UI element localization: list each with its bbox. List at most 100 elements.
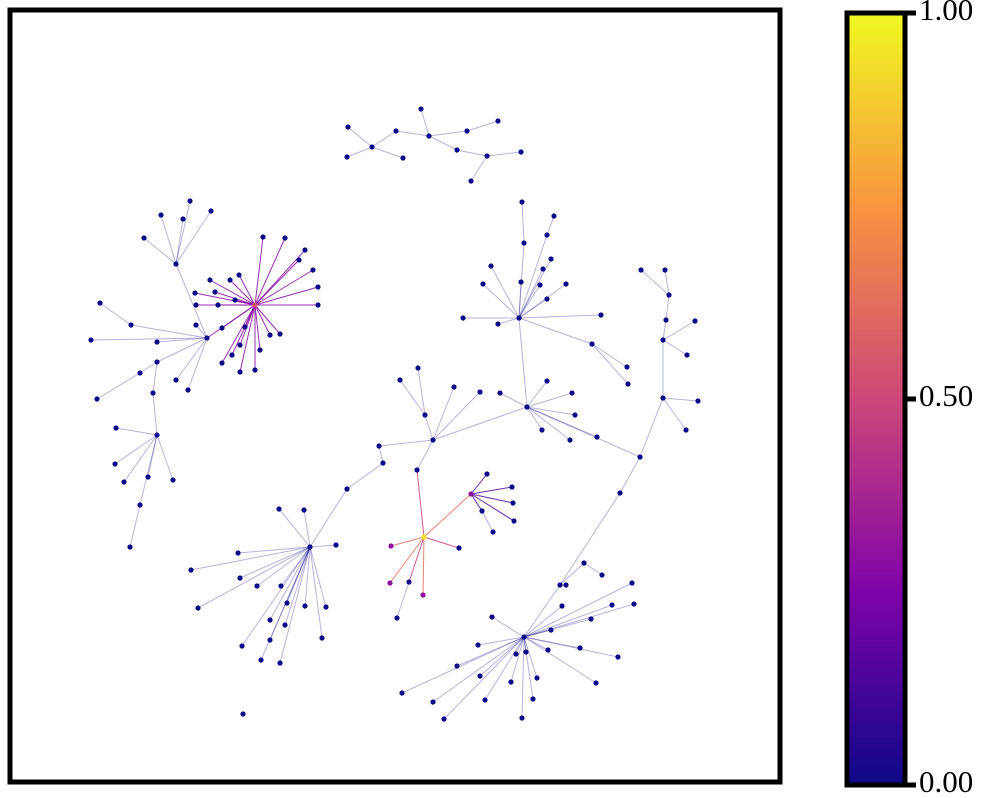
node [563,582,569,588]
node [137,502,143,508]
edge [417,367,426,416]
node [88,337,94,343]
node [195,605,201,611]
node [660,337,666,343]
edge [526,406,543,431]
edge [160,214,177,265]
node [666,292,672,298]
node [660,395,666,401]
edge [280,546,311,587]
edge [515,636,525,655]
node [629,580,635,586]
node [267,637,273,643]
edge [518,284,541,319]
node [219,325,225,331]
edge [499,392,528,408]
node [663,317,669,323]
edge [477,636,525,646]
edge [432,386,455,441]
edge [422,536,425,596]
edge [390,536,425,547]
edge [456,149,488,157]
edge [99,302,132,326]
node [509,484,515,490]
node [207,277,213,283]
node [421,534,427,540]
node [430,699,436,705]
edge [518,317,593,345]
edge [523,629,552,638]
node [227,277,233,283]
node [662,267,668,273]
edge [526,392,573,408]
edge [523,636,549,651]
edge [518,234,548,319]
edge [254,259,300,306]
node [599,572,605,578]
node [572,412,578,418]
edge [518,281,522,319]
node [637,454,643,460]
node [154,432,160,438]
node [490,529,496,535]
tick-label: 0.00 [919,764,973,798]
node [544,378,550,384]
node [695,398,701,404]
node [545,647,551,653]
edge [378,445,384,464]
node [521,240,527,246]
node [277,660,283,666]
edge [523,636,538,679]
edge [443,636,525,720]
edge [254,304,281,335]
node [192,290,198,296]
edge [662,339,688,356]
edge [278,508,311,548]
node [484,153,490,159]
node [242,324,248,330]
node [387,580,393,586]
edge [389,536,425,584]
node [344,486,350,492]
node [477,389,483,395]
edge [129,504,141,548]
node [315,284,321,290]
node [624,364,630,370]
edge [424,414,434,441]
node [173,377,179,383]
node [524,404,530,410]
edge [523,618,592,638]
edge [303,509,311,548]
edge [591,343,629,385]
node [534,675,540,681]
edge [662,319,667,341]
edge [526,406,598,438]
node [276,506,282,512]
edge [139,434,158,506]
node [589,341,595,347]
node [215,302,221,308]
node [569,390,575,396]
edge [371,130,397,148]
edge [123,434,158,483]
edge [523,636,597,684]
node [468,491,474,497]
edge [486,151,522,157]
node [495,118,501,124]
edge [346,462,384,490]
edge [518,258,552,319]
edge [432,406,528,441]
edge [420,108,430,137]
edge [523,584,561,638]
nodes [88,106,701,722]
edge [428,130,468,137]
edge [378,439,434,447]
node [284,600,290,606]
edge [114,434,158,465]
edge [206,304,256,339]
node [615,654,621,660]
node [237,369,243,375]
node [310,267,316,273]
edge [639,397,664,458]
node [598,312,604,318]
